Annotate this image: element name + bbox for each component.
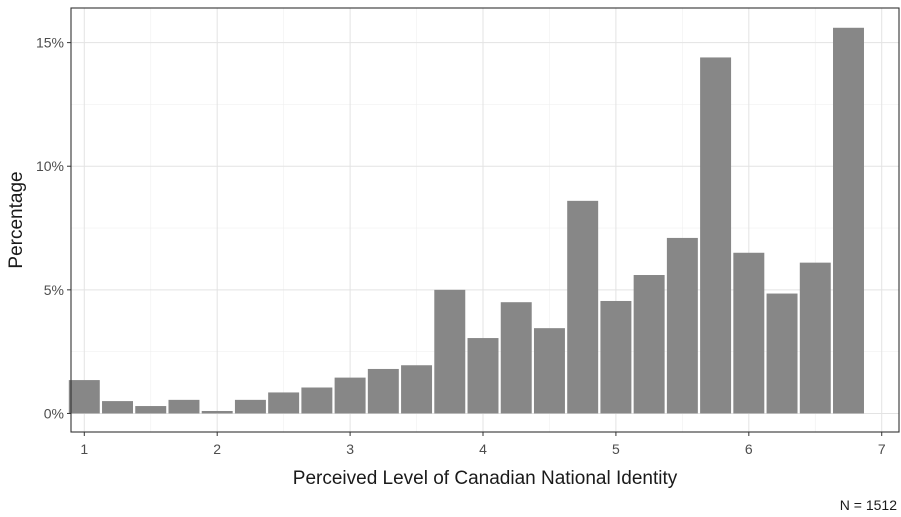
y-tick-label: 15%: [36, 35, 64, 51]
x-tick-label: 5: [612, 441, 620, 457]
bar: [201, 410, 233, 414]
bar: [135, 406, 167, 414]
bars: [68, 27, 864, 414]
x-tick-label: 1: [80, 441, 88, 457]
y-tick-label: 10%: [36, 158, 64, 174]
bar: [766, 293, 798, 414]
y-axis-title: Percentage: [6, 171, 27, 268]
bar: [533, 328, 565, 414]
bar: [600, 300, 632, 414]
bar: [68, 380, 100, 414]
sample-size-caption: N = 1512: [840, 497, 897, 513]
bar: [733, 252, 765, 414]
bar: [367, 368, 399, 414]
bar: [301, 387, 333, 414]
bar: [102, 401, 134, 414]
bar: [500, 302, 532, 414]
bar: [833, 27, 864, 414]
bar: [633, 275, 665, 414]
x-tick-label: 2: [213, 441, 221, 457]
bar: [567, 200, 599, 414]
bar: [234, 399, 266, 414]
bar: [168, 399, 200, 414]
bar: [434, 289, 466, 414]
x-axis-title: Perceived Level of Canadian National Ide…: [293, 468, 678, 489]
y-axis: 0% 5% 10% 15%: [36, 35, 71, 421]
x-tick-label: 6: [745, 441, 753, 457]
x-tick-label: 3: [346, 441, 354, 457]
x-tick-label: 4: [479, 441, 487, 457]
bar: [401, 365, 433, 414]
panel-border: [70, 7, 900, 433]
y-tick-label: 0%: [44, 405, 64, 421]
bar: [334, 377, 366, 414]
bar: [268, 392, 300, 414]
y-tick-label: 5%: [44, 282, 64, 298]
bar: [666, 237, 698, 414]
bar: [700, 57, 732, 414]
bar: [799, 262, 831, 414]
bar: [467, 338, 499, 414]
x-axis: 1 2 3 4 5 6 7: [80, 432, 886, 457]
x-tick-label: 7: [878, 441, 886, 457]
